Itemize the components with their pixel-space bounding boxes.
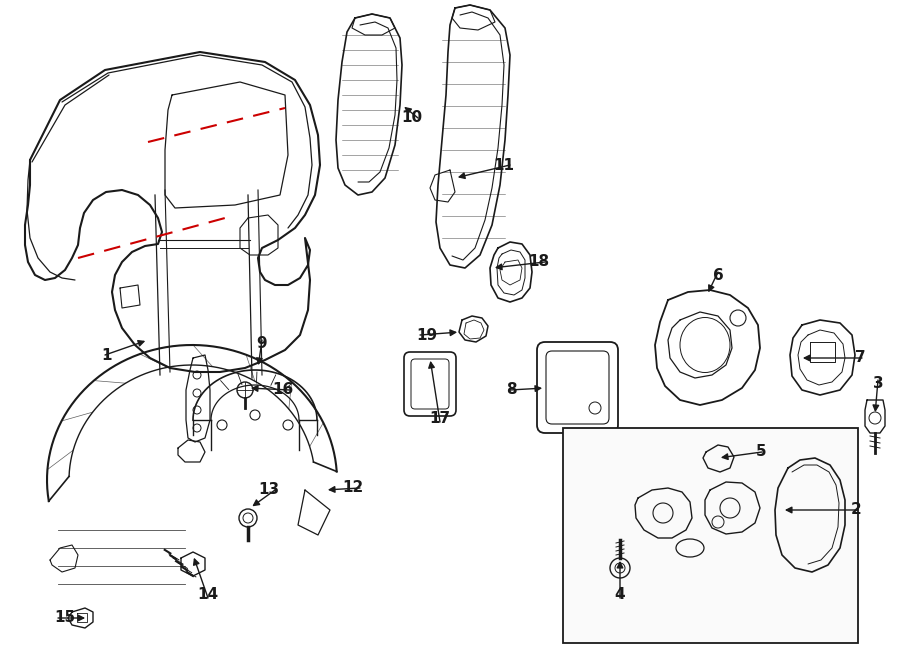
Text: 9: 9	[256, 336, 267, 351]
Text: 16: 16	[273, 383, 294, 397]
Text: 8: 8	[506, 383, 517, 397]
Text: 13: 13	[258, 483, 279, 498]
Text: 1: 1	[101, 348, 112, 362]
Text: 18: 18	[528, 254, 549, 270]
Text: 11: 11	[493, 157, 514, 173]
Bar	[563, 428, 858, 643]
Text: 3: 3	[873, 376, 883, 391]
Text: 4: 4	[615, 587, 626, 602]
Text: 12: 12	[343, 481, 364, 496]
Text: 7: 7	[855, 350, 866, 366]
Text: 6: 6	[713, 268, 724, 283]
Text: 14: 14	[197, 587, 219, 602]
Text: 17: 17	[429, 411, 451, 426]
Text: 19: 19	[416, 327, 437, 342]
Text: 2: 2	[851, 502, 862, 518]
Text: 15: 15	[54, 611, 75, 625]
Text: 5: 5	[755, 444, 766, 459]
Text: 10: 10	[400, 110, 422, 126]
